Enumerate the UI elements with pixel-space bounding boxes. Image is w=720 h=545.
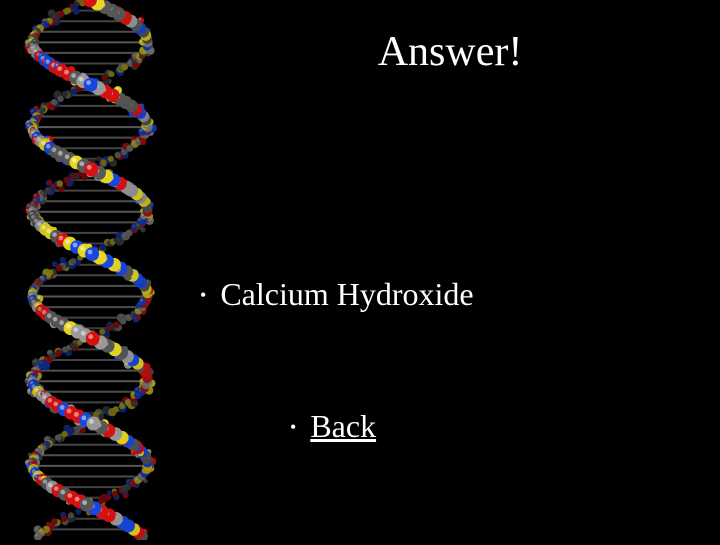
bullet-icon: • <box>200 285 206 306</box>
answer-bullet-item: • Calcium Hydroxide <box>200 276 474 313</box>
back-bullet-item[interactable]: • Back <box>290 408 376 445</box>
slide-content: Answer! • Calcium Hydroxide • Back <box>180 0 720 540</box>
back-link[interactable]: Back <box>310 408 376 445</box>
dna-molecule-graphic <box>0 0 180 540</box>
bullet-icon: • <box>290 417 296 438</box>
answer-text: Calcium Hydroxide <box>220 276 473 313</box>
slide-title: Answer! <box>180 28 720 76</box>
